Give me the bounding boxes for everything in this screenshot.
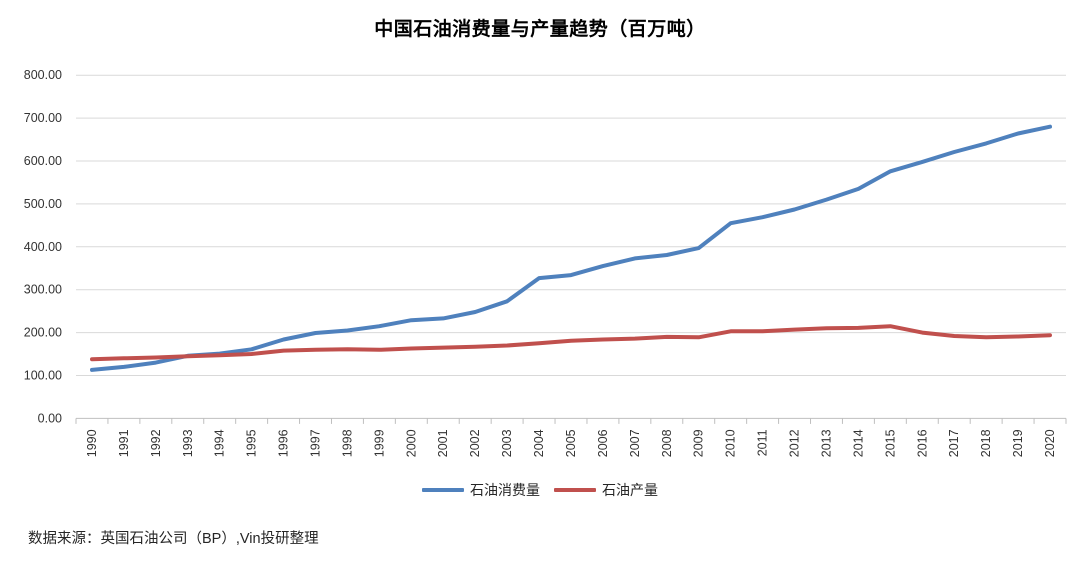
x-axis-label: 1990 (85, 429, 99, 457)
x-axis-label: 1999 (372, 429, 386, 457)
chart-title: 中国石油消费量与产量趋势（百万吨） (374, 19, 706, 40)
x-axis-label: 1993 (181, 429, 195, 457)
y-axis-label: 100.00 (24, 369, 62, 383)
x-axis-label: 2005 (564, 429, 578, 457)
x-axis-label: 2011 (756, 429, 770, 456)
series-line-consumption (90, 124, 1052, 372)
x-axis-label: 1991 (117, 429, 131, 457)
x-axis-label: 2017 (947, 429, 961, 457)
legend-line-swatch-production (554, 488, 596, 492)
y-axis-label: 500.00 (24, 197, 62, 211)
x-axis-label: 2018 (979, 429, 993, 457)
x-axis-label: 1995 (245, 429, 259, 457)
x-axis-label: 2007 (628, 429, 642, 457)
x-axis-label: 2019 (1011, 429, 1025, 457)
x-axis-label: 1994 (213, 429, 227, 457)
legend-item-production: 石油产量 (554, 480, 658, 500)
y-axis-label: 700.00 (24, 111, 62, 125)
x-axis-label: 2010 (724, 429, 738, 457)
x-axis-label: 2004 (532, 429, 546, 457)
series-line-production (90, 324, 1052, 362)
x-axis-label: 2014 (851, 429, 865, 457)
x-axis-label: 2016 (915, 429, 929, 457)
x-axis-label: 2003 (500, 429, 514, 457)
x-axis-label: 2020 (1043, 429, 1057, 457)
x-axis-label: 1996 (277, 429, 291, 457)
x-axis-label: 1998 (340, 429, 354, 457)
plot-area: 0.00 100.00 200.00 300.00 400.00 500.00 600.00… (24, 68, 1067, 457)
legend-line-swatch-consumption (422, 488, 464, 492)
x-axis-label: 2002 (468, 429, 482, 457)
legend-label-production: 石油产量 (602, 482, 658, 498)
y-axis-label: 200.00 (24, 326, 62, 340)
source-note: 数据来源：英国石油公司（BP）,Vin投研整理 (28, 531, 319, 547)
x-axis-label: 1997 (309, 429, 323, 457)
x-axis-label: 2013 (819, 429, 833, 457)
x-axis-label: 2006 (596, 429, 610, 457)
y-axis-label: 300.00 (24, 283, 62, 297)
x-axis-label: 2008 (660, 429, 674, 457)
x-axis-label: 1992 (149, 429, 163, 457)
y-axis-label: 800.00 (24, 68, 62, 82)
y-axis-label: 400.00 (24, 240, 62, 254)
x-axis-label: 2001 (436, 429, 450, 457)
y-axis-label: 600.00 (24, 154, 62, 168)
legend: 石油消费量 石油产量 (0, 480, 1080, 500)
legend-label-consumption: 石油消费量 (470, 482, 540, 498)
x-axis-label: 2000 (404, 429, 418, 457)
y-axis-label: 0.00 (38, 411, 62, 425)
x-axis-label: 2015 (883, 429, 897, 457)
x-axis-label: 2012 (788, 429, 802, 457)
legend-item-consumption: 石油消费量 (422, 480, 540, 500)
x-axis-label: 2009 (692, 429, 706, 457)
